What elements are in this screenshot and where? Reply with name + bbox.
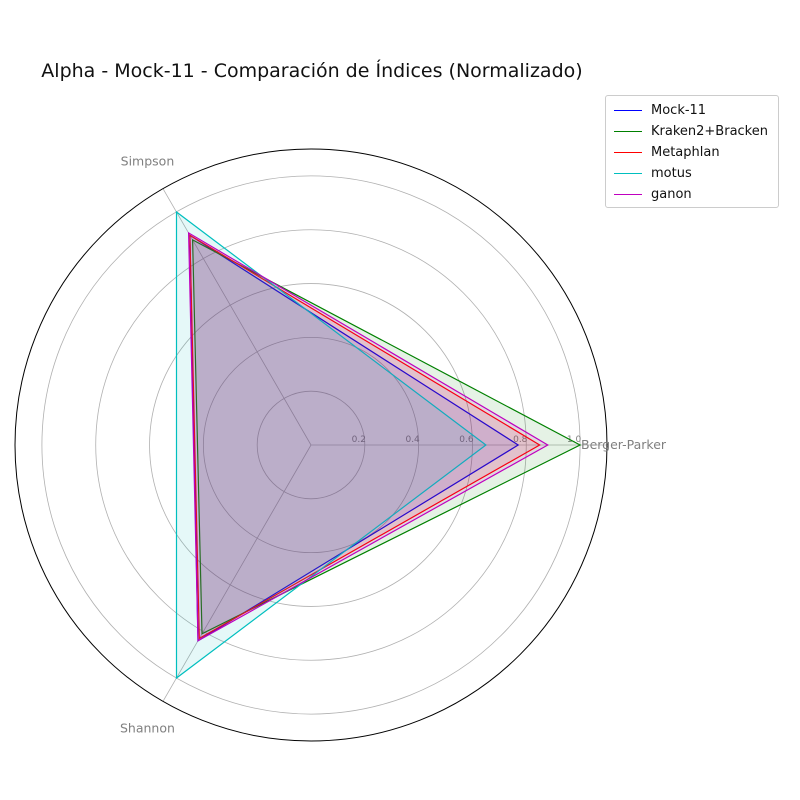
- legend-swatch: [614, 110, 642, 111]
- legend-item: motus: [614, 163, 770, 184]
- legend-label: ganon: [651, 187, 692, 202]
- legend-swatch: [614, 131, 642, 132]
- legend-swatch: [614, 173, 642, 174]
- axis-label-berger-parker: Berger-Parker: [581, 437, 667, 452]
- legend-swatch: [614, 152, 642, 153]
- legend-swatch: [614, 194, 642, 195]
- legend-label: Mock-11: [651, 103, 706, 118]
- legend-item: Kraken2+Bracken: [614, 121, 770, 142]
- legend-label: Metaphlan: [651, 145, 720, 160]
- axis-label-simpson: Simpson: [121, 154, 175, 169]
- legend-label: Kraken2+Bracken: [651, 124, 768, 139]
- legend-label: motus: [651, 166, 692, 181]
- legend-item: ganon: [614, 184, 770, 205]
- legend-item: Mock-11: [614, 100, 770, 121]
- axis-label-shannon: Shannon: [120, 720, 175, 735]
- series-layer: [177, 212, 581, 678]
- legend-item: Metaphlan: [614, 142, 770, 163]
- legend: Mock-11 Kraken2+Bracken Metaphlan motus gano…: [605, 95, 779, 208]
